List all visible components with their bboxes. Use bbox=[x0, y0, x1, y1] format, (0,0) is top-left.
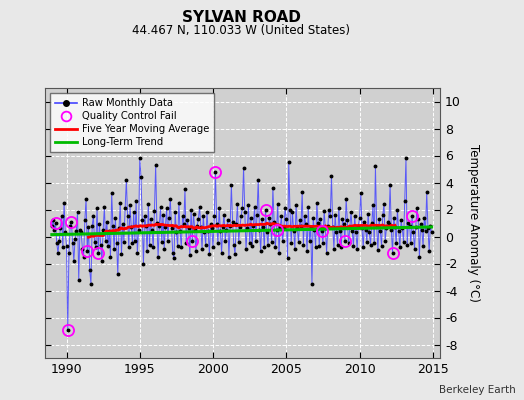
Legend: Raw Monthly Data, Quality Control Fail, Five Year Moving Average, Long-Term Tren: Raw Monthly Data, Quality Control Fail, … bbox=[50, 93, 214, 152]
Text: Berkeley Earth: Berkeley Earth bbox=[440, 385, 516, 395]
Text: 44.467 N, 110.033 W (United States): 44.467 N, 110.033 W (United States) bbox=[132, 24, 350, 37]
Y-axis label: Temperature Anomaly (°C): Temperature Anomaly (°C) bbox=[467, 144, 481, 302]
Text: SYLVAN ROAD: SYLVAN ROAD bbox=[182, 10, 300, 25]
